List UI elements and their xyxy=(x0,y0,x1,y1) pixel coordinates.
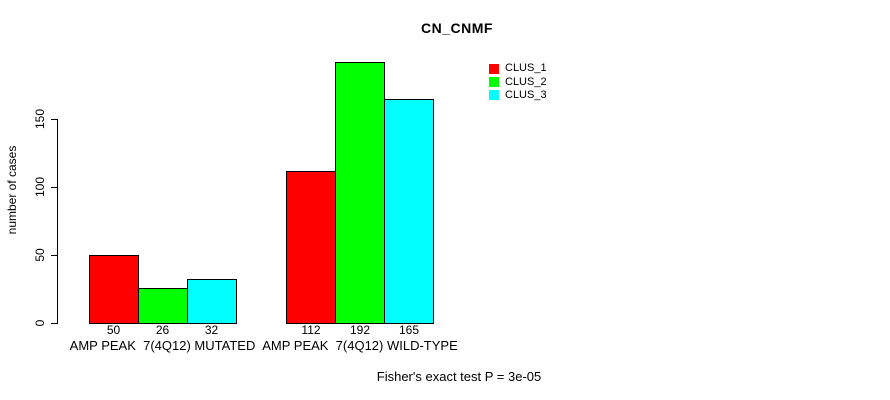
bar-value-label: 112 xyxy=(301,323,321,337)
legend: CLUS_1 CLUS_2 CLUS_3 xyxy=(489,62,547,102)
legend-label: CLUS_1 xyxy=(505,62,547,75)
bar-value-label: 26 xyxy=(155,323,170,337)
legend-label: CLUS_3 xyxy=(505,88,547,101)
y-tick-label: 0 xyxy=(33,319,47,327)
y-axis-label: number of cases xyxy=(5,145,19,235)
y-axis-line xyxy=(57,119,58,324)
legend-swatch xyxy=(489,77,499,88)
y-axis-tick xyxy=(51,119,58,120)
bar xyxy=(186,279,237,324)
legend-item: CLUS_1 xyxy=(489,62,547,75)
bar-value-label: 165 xyxy=(398,323,420,337)
bar xyxy=(88,255,139,324)
bar xyxy=(286,170,336,324)
legend-item: CLUS_2 xyxy=(489,75,547,88)
fisher-test-annotation: Fisher's exact test P = 3e-05 xyxy=(376,369,542,384)
bar-value-label: 192 xyxy=(349,323,371,337)
bar-value-label: 50 xyxy=(106,323,121,337)
bar-value-label: 32 xyxy=(204,323,219,337)
bar xyxy=(335,61,385,324)
y-axis-tick xyxy=(51,323,58,324)
y-axis-tick xyxy=(51,187,58,188)
legend-item: CLUS_3 xyxy=(489,89,547,102)
category-label: AMP PEAK 7(4Q12) WILD-TYPE xyxy=(262,338,458,353)
y-axis-tick xyxy=(51,255,58,256)
legend-swatch xyxy=(489,90,499,101)
y-tick-label: 100 xyxy=(33,176,47,198)
bar xyxy=(384,98,434,324)
legend-label: CLUS_2 xyxy=(505,75,547,88)
bar xyxy=(137,287,188,324)
y-tick-label: 150 xyxy=(33,108,47,130)
category-label: AMP PEAK 7(4Q12) MUTATED xyxy=(69,338,256,353)
y-tick-label: 50 xyxy=(33,248,47,262)
chart-title: CN_CNMF xyxy=(421,20,493,36)
legend-swatch xyxy=(489,63,499,74)
